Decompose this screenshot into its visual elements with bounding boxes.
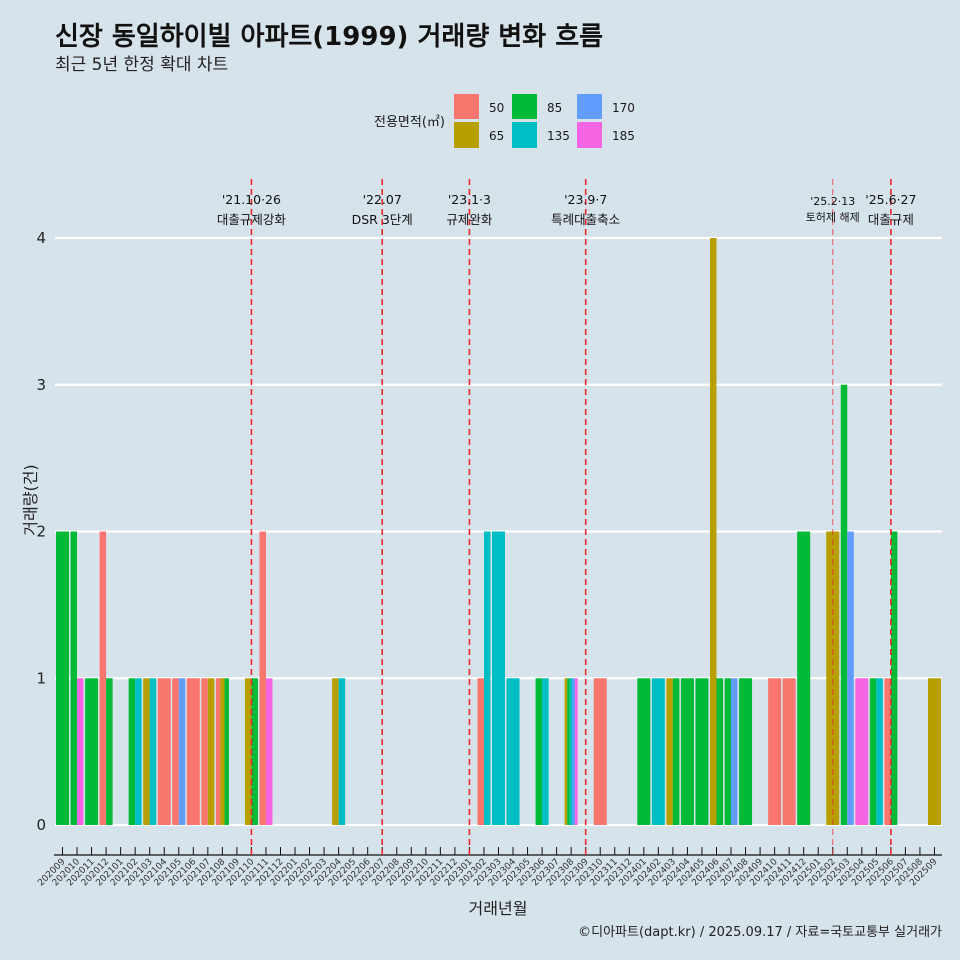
- y-tick-label: 4: [36, 229, 46, 247]
- legend-key-85: [512, 94, 537, 119]
- bar-50-202506: [884, 678, 891, 825]
- y-axis-title: 거래량(건): [21, 464, 40, 535]
- bar-135-202402: [651, 678, 665, 825]
- bar-85-202405: [695, 678, 709, 825]
- bar-50-202410: [768, 678, 782, 825]
- legend-key-170: [577, 94, 602, 119]
- bar-50-202107: [201, 678, 208, 825]
- bar-50-202106: [186, 678, 200, 825]
- bar-185-202308: [575, 678, 578, 825]
- bar-50-202302: [477, 678, 484, 825]
- bar-65-202502: [826, 531, 840, 825]
- bar-85-202401: [637, 678, 651, 825]
- bar-170-202105: [178, 678, 186, 825]
- bar-85-202408: [739, 678, 753, 825]
- bar-85-202505: [869, 678, 877, 825]
- bar-85-202503: [840, 384, 848, 825]
- y-tick-label: 0: [36, 816, 46, 834]
- legend: 전용면적(㎡) 50 65 85 135 170 185: [374, 94, 635, 148]
- bar-85-202009: [56, 531, 69, 825]
- bar-50-202411: [782, 678, 796, 825]
- bar-65-202509: [927, 678, 941, 825]
- bar-85-202110: [251, 678, 258, 825]
- bar-50-202104: [157, 678, 171, 825]
- x-axis-title: 거래년월: [469, 899, 528, 918]
- legend-key-65: [454, 122, 479, 148]
- bar-50-202108: [215, 678, 221, 825]
- event-date: '25.6·27: [865, 192, 916, 207]
- bar-185-202010: [77, 678, 84, 825]
- bar-85-202412: [797, 531, 811, 825]
- event-date: '21.10·26: [222, 192, 281, 207]
- bar-170-202503: [847, 531, 854, 825]
- bar-135-202304: [506, 678, 520, 825]
- bar-65-202403: [666, 678, 673, 825]
- bar-85-202306: [535, 678, 543, 825]
- y-tick-label: 2: [36, 523, 46, 541]
- bar-185-202111: [265, 678, 273, 825]
- bar-135-202505: [876, 678, 883, 825]
- chart-subtitle: 최근 5년 한정 확대 차트: [55, 55, 228, 75]
- bar-50-202310: [593, 678, 607, 825]
- bar-85-202108: [224, 678, 229, 825]
- annotations: '21.10·26 대출규제강화 '22.07 DSR 3단계 '23.1·3 규제완화 '…: [217, 179, 916, 856]
- y-tick-label: 1: [36, 669, 46, 687]
- bar-135-202103: [149, 678, 157, 825]
- bar-85-202102: [128, 678, 136, 825]
- bar-65-202108: [220, 678, 225, 825]
- legend-label-65: 65: [489, 129, 504, 143]
- event-label: 규제완화: [446, 212, 493, 227]
- bar-135-202306: [542, 678, 549, 825]
- event-label: 대출규제: [868, 212, 914, 227]
- bar-65-202204: [332, 678, 339, 825]
- bar-85-202308: [567, 678, 570, 825]
- bar-85-202010: [70, 531, 78, 825]
- bar-135-202303: [491, 531, 505, 825]
- bar-65-202110: [244, 678, 252, 825]
- legend-title: 전용면적(㎡): [374, 115, 445, 130]
- bar-50-202105: [172, 678, 179, 825]
- legend-label-185: 185: [612, 129, 635, 143]
- event-date: '25.2·13: [810, 195, 855, 208]
- bar-135-202102: [135, 678, 142, 825]
- bar-170-202407: [731, 678, 738, 825]
- bars: [56, 238, 941, 825]
- bar-85-202407: [724, 678, 732, 825]
- bar-65-202308: [564, 678, 568, 825]
- bar-85-202403: [672, 678, 680, 825]
- bar-85-202011: [85, 678, 99, 825]
- event-date: '23.1·3: [448, 192, 491, 207]
- legend-key-135: [512, 122, 537, 148]
- bar-135-202308: [569, 678, 573, 825]
- event-label: 토허제 해제: [806, 210, 860, 224]
- event-date: '22.07: [363, 192, 402, 207]
- caption: ©디아파트(dapt.kr) / 2025.09.17 / 자료=국토교통부 실…: [578, 925, 942, 940]
- y-tick-label: 3: [36, 376, 46, 394]
- bar-85-202012: [106, 678, 113, 825]
- bar-170-202308: [572, 678, 576, 825]
- bar-85-202406: [716, 678, 723, 825]
- bar-65-202406: [709, 238, 717, 825]
- bar-65-202103: [143, 678, 150, 825]
- bar-85-202404: [680, 678, 694, 825]
- bar-185-202504: [855, 678, 869, 825]
- event-label: 특례대출축소: [551, 212, 620, 227]
- bar-85-202506: [890, 531, 898, 825]
- legend-label-50: 50: [489, 101, 504, 115]
- bar-65-202107: [207, 678, 215, 825]
- event-label: 대출규제강화: [217, 212, 287, 227]
- event-date: '23.9·7: [564, 192, 607, 207]
- legend-label-170: 170: [612, 101, 635, 115]
- event-label: DSR 3단계: [352, 212, 413, 227]
- legend-key-185: [577, 122, 602, 148]
- legend-key-50: [454, 94, 479, 119]
- chart-title: 신장 동일하이빌 아파트(1999) 거래량 변화 흐름: [55, 22, 603, 52]
- bar-135-202204: [338, 678, 346, 825]
- legend-label-135: 135: [547, 129, 570, 143]
- bar-50-202111: [259, 531, 266, 825]
- bar-50-202012: [99, 531, 107, 825]
- bar-135-202302: [483, 531, 491, 825]
- legend-label-85: 85: [547, 101, 562, 115]
